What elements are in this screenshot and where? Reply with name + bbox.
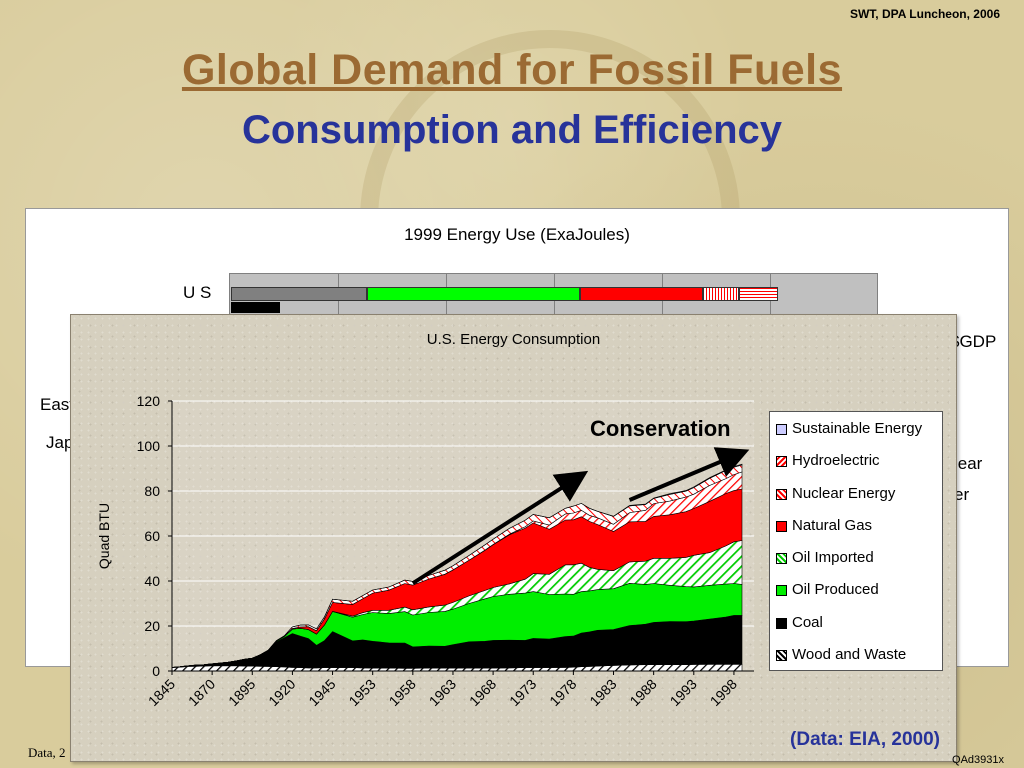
- legend-swatch: [776, 488, 787, 500]
- legend-item-wood-and-waste: Wood and Waste: [770, 641, 942, 673]
- us-energy-area-chart: Quad BTU 1845 1870 1895 1920 1945 1953 1958 196…: [96, 393, 754, 709]
- x-tick-label: 1953: [345, 676, 378, 709]
- legend-item-oil-produced: Oil Produced: [770, 576, 942, 608]
- x-tick-label: 1993: [667, 676, 700, 709]
- us-energy-chart-panel: U.S. Energy Consumption: [70, 314, 957, 762]
- x-tick-label: 1958: [386, 676, 419, 709]
- legend-item-natural-gas: Natural Gas: [770, 512, 942, 544]
- legend-label: Hydroelectric: [792, 452, 880, 470]
- slide-subtitle: Consumption and Efficiency: [241, 108, 783, 152]
- legend-label: Oil Imported: [792, 549, 874, 567]
- us-bar-segment-gas: [580, 287, 704, 301]
- legend-swatch: [776, 424, 787, 435]
- legend-label: Nuclear Energy: [792, 484, 896, 502]
- back-row-label-east: East: [40, 395, 75, 414]
- legend-label: Sustainable Energy: [792, 420, 923, 437]
- x-tick-label: 1968: [466, 676, 499, 709]
- x-tick-label: 1973: [506, 676, 539, 709]
- legend-label: Natural Gas: [792, 516, 873, 534]
- x-tick-label: 1983: [586, 676, 619, 709]
- x-tick-label: 1978: [546, 676, 579, 709]
- back-right-label-nuclear: lear: [954, 454, 983, 473]
- chart-legend: Sustainable Energy Hydroelectric Nuclear E…: [769, 411, 943, 671]
- conservation-annotation: Conservation: [590, 416, 731, 441]
- back-right-label-other: er: [954, 485, 970, 504]
- legend-swatch: [776, 650, 787, 662]
- y-tick-label: 20: [144, 618, 160, 634]
- y-tick-label: 100: [137, 438, 161, 454]
- x-tick-label: 1920: [265, 676, 298, 709]
- legend-item-hydroelectric: Hydroelectric: [770, 447, 942, 479]
- us-bar-segment-oil: [366, 287, 581, 301]
- y-tick-label: 0: [152, 663, 160, 679]
- x-tick-label: 1870: [185, 676, 218, 709]
- us-bar-secondary: [231, 302, 280, 313]
- legend-swatch: [776, 617, 787, 629]
- y-tick-label: 80: [144, 483, 160, 499]
- slide-title: Global Demand for Fossil Fuels: [181, 46, 843, 94]
- legend-label: Oil Produced: [792, 581, 879, 599]
- back-chart-plot: [229, 273, 878, 317]
- legend-swatch: [776, 456, 787, 468]
- us-bar-segment-coal: [231, 287, 367, 301]
- y-axis-label: Quad BTU: [96, 503, 112, 569]
- footer-left-note: Data, 2: [28, 745, 66, 760]
- legend-label: Coal: [792, 613, 823, 631]
- footer-code: QAd3931x: [952, 754, 1004, 766]
- y-tick-label: 120: [137, 393, 161, 409]
- legend-item-sustainable-energy: Sustainable Energy: [770, 415, 942, 447]
- x-tick-label: 1963: [426, 676, 459, 709]
- legend-swatch: [776, 520, 787, 532]
- growth-arrow-1: [411, 470, 589, 585]
- legend-item-oil-imported: Oil Imported: [770, 544, 942, 576]
- x-tick-label: 1895: [225, 676, 258, 709]
- back-right-label-gdp: $GDP: [950, 332, 997, 351]
- x-tick-label: 1845: [145, 676, 178, 709]
- legend-label: Wood and Waste: [792, 646, 907, 664]
- us-bar-segment-hydro: [738, 287, 778, 301]
- legend-swatch: [776, 553, 787, 565]
- y-tick-label: 40: [144, 573, 160, 589]
- us-bar-segment-nuclear: [703, 287, 739, 301]
- legend-item-coal: Coal: [770, 609, 942, 641]
- back-row-label-us: U S: [183, 283, 212, 302]
- chart-title: U.S. Energy Consumption: [426, 331, 601, 348]
- legend-swatch: [776, 585, 787, 597]
- legend-item-nuclear-energy: Nuclear Energy: [770, 480, 942, 512]
- x-tick-label: 1988: [626, 676, 659, 709]
- y-tick-label: 60: [144, 528, 160, 544]
- back-chart-title: 1999 Energy Use (ExaJoules): [404, 225, 630, 244]
- data-source: (Data: EIA, 2000): [790, 729, 940, 750]
- back-row-label-jap: Jap: [46, 433, 74, 452]
- growth-arrow-2: [628, 447, 750, 502]
- x-tick-label: 1945: [305, 676, 338, 709]
- x-tick-label: 1998: [707, 676, 740, 709]
- header-note: SWT, DPA Luncheon, 2006: [849, 7, 1000, 21]
